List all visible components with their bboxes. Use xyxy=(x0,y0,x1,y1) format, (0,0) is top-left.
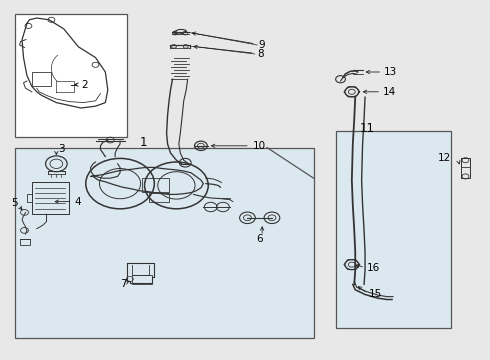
Text: 12: 12 xyxy=(438,153,451,163)
Text: 3: 3 xyxy=(58,144,65,154)
Text: 13: 13 xyxy=(384,67,397,77)
Bar xyxy=(142,178,169,192)
Bar xyxy=(15,14,127,137)
Text: 11: 11 xyxy=(360,122,375,135)
Text: 14: 14 xyxy=(383,87,396,97)
Bar xyxy=(149,193,169,202)
Bar xyxy=(32,182,69,214)
Bar xyxy=(336,131,451,328)
Text: 4: 4 xyxy=(74,197,81,207)
Bar xyxy=(15,148,314,338)
Text: 9: 9 xyxy=(258,40,265,50)
Text: 1: 1 xyxy=(140,136,147,149)
Text: 5: 5 xyxy=(11,198,18,208)
Text: 8: 8 xyxy=(257,49,264,59)
Text: 2: 2 xyxy=(81,80,88,90)
Text: 16: 16 xyxy=(367,263,380,273)
Text: 7: 7 xyxy=(120,279,127,289)
Text: 15: 15 xyxy=(368,289,382,300)
Text: 6: 6 xyxy=(256,234,263,244)
Bar xyxy=(132,275,152,284)
Text: 10: 10 xyxy=(252,141,266,151)
